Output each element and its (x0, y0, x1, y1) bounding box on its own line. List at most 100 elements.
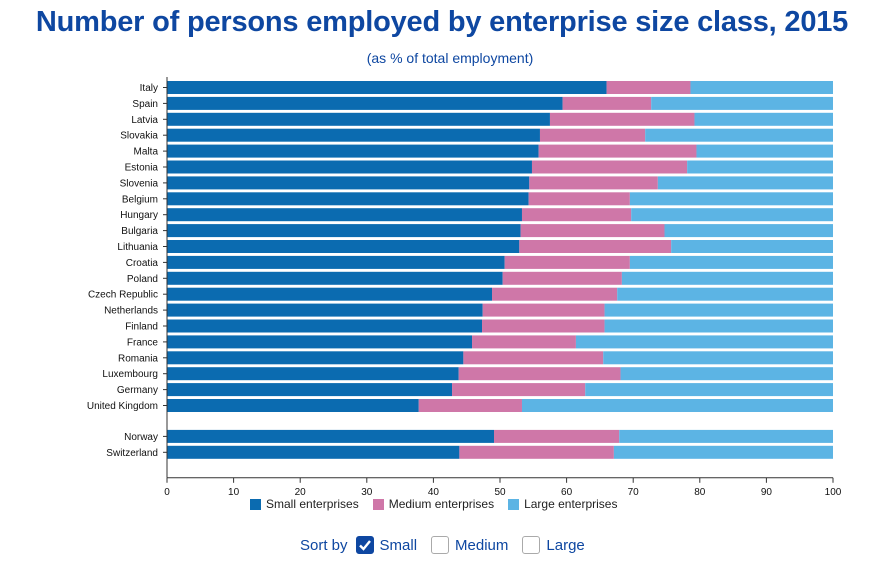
sort-medium-checkbox[interactable] (431, 536, 450, 554)
category-label-malta: Malta (134, 147, 159, 158)
x-tick-label-100: 100 (825, 487, 842, 498)
x-tick-label-50: 50 (494, 487, 506, 498)
bar-romania-small (167, 351, 464, 365)
bar-lithuania-medium (519, 240, 672, 253)
bar-slovakia-large (645, 128, 833, 142)
bar-germany-medium (452, 383, 586, 397)
bar-hungary-large (631, 208, 833, 222)
bar-luxembourg-large (620, 367, 833, 381)
bar-netherlands-medium (482, 303, 605, 317)
category-label-lithuania: Lithuania (117, 242, 158, 253)
bar-italy-large (690, 81, 833, 94)
category-label-germany: Germany (117, 385, 158, 396)
bar-belgium-large (629, 192, 833, 206)
bar-hungary-medium (521, 208, 632, 222)
bar-slovenia-small (167, 176, 530, 190)
bar-finland-medium (482, 319, 605, 333)
bar-czech-republic-large (617, 287, 833, 301)
bar-united-kingdom-small (167, 399, 419, 412)
bar-finland-large (604, 319, 833, 333)
bar-luxembourg-small (167, 367, 459, 381)
x-tick-label-30: 30 (361, 487, 373, 498)
legend-item-medium[interactable]: Medium enterprises (372, 497, 494, 511)
category-label-slovakia: Slovakia (120, 131, 158, 142)
check-icon (358, 540, 371, 551)
bar-france-large (575, 335, 833, 349)
bar-malta-large (696, 144, 833, 158)
bar-lithuania-large (671, 240, 833, 253)
bar-belgium-medium (528, 192, 630, 206)
bar-united-kingdom-medium (418, 399, 522, 412)
bar-estonia-medium (531, 160, 688, 174)
bar-latvia-medium (549, 112, 695, 126)
bar-united-kingdom-large (521, 399, 833, 412)
category-label-hungary: Hungary (120, 210, 158, 221)
bar-bulgaria-medium (520, 224, 665, 238)
bar-lithuania-small (167, 240, 520, 253)
category-label-norway: Norway (124, 432, 158, 443)
category-label-czech-republic: Czech Republic (88, 290, 158, 301)
bar-czech-republic-medium (492, 287, 618, 301)
bar-romania-large (603, 351, 833, 365)
sort-large-label: Large (546, 536, 585, 554)
bar-france-small (167, 335, 473, 349)
bar-slovakia-small (167, 128, 540, 142)
bar-slovakia-medium (539, 128, 646, 142)
bar-malta-small (167, 144, 539, 158)
sort-option-large[interactable]: Large (522, 536, 585, 554)
legend-swatch-large (508, 498, 520, 510)
legend-item-small[interactable]: Small enterprises (250, 497, 359, 511)
bar-malta-medium (538, 144, 697, 158)
category-label-estonia: Estonia (125, 163, 159, 174)
sort-large-checkbox[interactable] (522, 536, 541, 554)
category-label-poland: Poland (127, 274, 158, 285)
legend-label-small: Small enterprises (266, 497, 359, 511)
legend-item-large[interactable]: Large enterprises (508, 497, 617, 511)
chart-legend: Small enterprises Medium enterprises Lar… (250, 497, 617, 511)
bar-bulgaria-large (664, 224, 833, 238)
bar-estonia-large (687, 160, 833, 174)
x-tick-label-20: 20 (295, 487, 307, 498)
bar-estonia-small (167, 160, 532, 174)
bar-croatia-small (167, 255, 505, 269)
bar-poland-medium (502, 271, 622, 285)
bar-bulgaria-small (167, 224, 521, 238)
sort-controls: Sort by Small Medium Large (300, 536, 599, 554)
bar-spain-large (651, 96, 833, 110)
sort-option-small[interactable]: Small (355, 536, 418, 554)
x-tick-label-0: 0 (164, 487, 170, 498)
bar-germany-small (167, 383, 453, 397)
x-tick-label-40: 40 (428, 487, 440, 498)
bar-latvia-small (167, 112, 550, 126)
bar-norway-small (167, 429, 495, 443)
chart-title: Number of persons employed by enterprise… (35, 6, 849, 38)
sort-small-label: Small (379, 536, 418, 554)
category-label-italy: Italy (140, 83, 158, 94)
category-label-finland: Finland (125, 322, 158, 333)
x-tick-label-70: 70 (628, 487, 640, 498)
bar-luxembourg-medium (458, 367, 621, 381)
bar-netherlands-large (604, 303, 833, 317)
sort-small-checkbox[interactable] (355, 536, 374, 554)
x-tick-label-60: 60 (561, 487, 573, 498)
bar-netherlands-small (167, 303, 483, 317)
bar-switzerland-medium (459, 445, 614, 459)
category-label-spain: Spain (132, 99, 158, 110)
x-tick-label-80: 80 (694, 487, 706, 498)
legend-swatch-small (250, 498, 261, 510)
sort-option-medium[interactable]: Medium (431, 536, 508, 554)
bar-slovenia-medium (529, 176, 658, 190)
bar-finland-small (167, 319, 483, 333)
bar-slovenia-large (657, 176, 833, 190)
legend-swatch-medium (372, 498, 384, 510)
bar-norway-medium (494, 429, 620, 443)
bar-france-medium (472, 335, 576, 349)
bar-poland-small (167, 271, 503, 285)
bar-norway-large (619, 429, 833, 443)
bar-croatia-medium (504, 255, 630, 269)
category-label-united-kingdom: United Kingdom (87, 401, 158, 412)
category-label-switzerland: Switzerland (106, 448, 158, 459)
bar-poland-large (621, 271, 833, 285)
legend-label-large: Large enterprises (524, 497, 618, 511)
